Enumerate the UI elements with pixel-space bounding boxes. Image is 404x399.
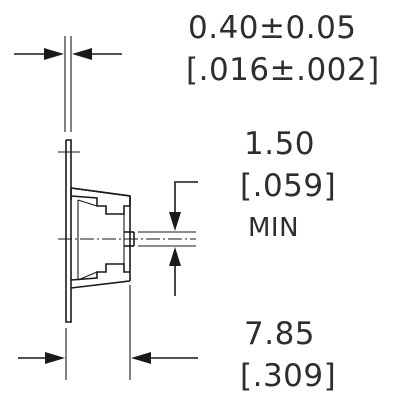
inner-taper-top bbox=[77, 199, 98, 207]
clearance-leader-top bbox=[174, 181, 198, 218]
length-metric-label: 7.85 bbox=[244, 316, 315, 352]
clearance-metric-label: 1.50 bbox=[244, 126, 315, 162]
clearance-arrow-bottom bbox=[169, 247, 181, 266]
length-dimension: 7.85 [.309] bbox=[18, 285, 336, 394]
clearance-arrow-top bbox=[169, 212, 181, 231]
thickness-arrow-left bbox=[44, 48, 64, 60]
taper-bottom-edge bbox=[70, 280, 131, 289]
taper-top-edge bbox=[70, 187, 131, 197]
inner-taper-bottom bbox=[77, 271, 98, 281]
clearance-note-label: MIN bbox=[248, 213, 299, 243]
clearance-imperial-label: [.059] bbox=[240, 168, 336, 204]
thickness-imperial-label: [.016±.002] bbox=[186, 52, 380, 88]
body-lower-outline bbox=[70, 263, 130, 281]
plate-outline bbox=[65, 139, 72, 323]
thickness-dimension: 0.40±0.05 [.016±.002] bbox=[14, 10, 380, 132]
length-arrow-left bbox=[45, 352, 65, 364]
clearance-dimension: 1.50 [.059] MIN bbox=[138, 126, 336, 296]
length-arrow-right bbox=[131, 352, 151, 364]
thickness-metric-label: 0.40±0.05 bbox=[188, 10, 357, 46]
length-imperial-label: [.309] bbox=[240, 358, 336, 394]
part-profile bbox=[58, 139, 196, 323]
thickness-arrow-right bbox=[72, 48, 92, 60]
